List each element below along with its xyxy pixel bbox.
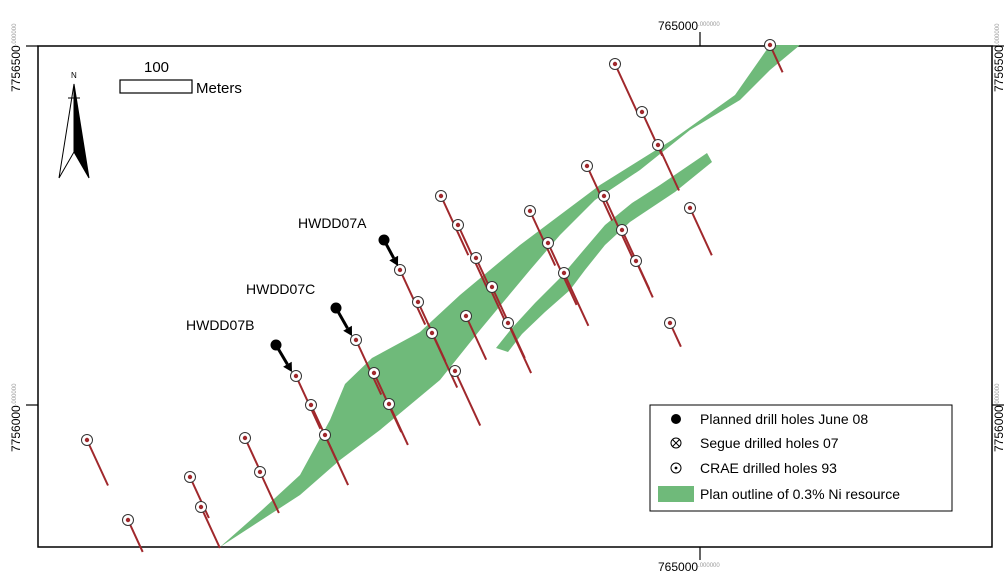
drill-trace [454, 370, 482, 427]
drill-trace [529, 210, 557, 267]
drill-hole-collar-center [429, 330, 435, 336]
drill-hole-collar-center [187, 474, 193, 480]
drill-hole-collar-center [619, 227, 625, 233]
drill-hole-collar-center [561, 270, 567, 276]
drill-hole-collar-center [473, 255, 479, 261]
drill-trace [388, 403, 409, 446]
drill-hole-collar-center [84, 437, 90, 443]
crossed-circle-icon [670, 437, 682, 449]
drill-hole-collar-center [415, 299, 421, 305]
legend-label-crae: CRAE drilled holes 93 [700, 460, 837, 476]
drill-hole-collar-center [687, 205, 693, 211]
drill-hole-collar-center [584, 163, 590, 169]
drill-hole-collar-center [198, 504, 204, 510]
hole-label-hwdd07b: HWDD07B [186, 317, 254, 333]
drill-hole-collar-center [667, 320, 673, 326]
drill-hole-collar-center [371, 370, 377, 376]
drill-trace [200, 506, 221, 549]
drill-trace [399, 269, 427, 326]
northing-label-mid-right: 7756000.000000 [992, 383, 1005, 452]
legend-label-resource: Plan outline of 0.3% Ni resource [700, 486, 900, 502]
drill-hole-collar-center [455, 222, 461, 228]
legend-label-segue: Segue drilled holes 07 [700, 435, 839, 451]
drill-hole-collar-center [397, 267, 403, 273]
easting-label-bottom: 765000.000000 [658, 560, 720, 574]
drill-trace [259, 471, 280, 514]
drill-hole-collar-center [438, 193, 444, 199]
drill-hole-collar-center [386, 401, 392, 407]
north-arrow-icon: N [58, 71, 90, 179]
drill-trace [465, 315, 488, 361]
drill-hole-collar-center [463, 313, 469, 319]
planned-hole-arrow-shaft [382, 239, 396, 259]
arrowhead-icon [283, 361, 292, 372]
resource-main-body [220, 45, 800, 547]
graticule-ticks [26, 32, 1004, 560]
drill-hole-collar-center [767, 42, 773, 48]
drill-trace [657, 144, 680, 191]
drill-trace [189, 476, 210, 519]
planned-hole-hwdd07a [378, 234, 399, 266]
ni-resource-outline [220, 45, 800, 547]
planned-hole-hwdd07b [270, 339, 292, 372]
scale-bar-box [119, 79, 193, 94]
drill-hole-collar-center [601, 193, 607, 199]
arrowhead-icon [389, 255, 399, 266]
legend-label-planned: Planned drill holes June 08 [700, 411, 868, 427]
hole-label-hwdd07a: HWDD07A [298, 215, 367, 231]
drill-trace [324, 434, 350, 486]
legend-box [649, 404, 953, 512]
drill-hole-collar-center [545, 240, 551, 246]
planned-hole-arrow-shaft [274, 344, 289, 366]
drill-hole-collar-center [612, 61, 618, 67]
drill-hole-collar-center [489, 284, 495, 290]
drill-hole-collar-center [293, 373, 299, 379]
drill-hole-collar-center [527, 208, 533, 214]
drill-holes [81, 39, 784, 553]
drill-hole-collar-center [257, 469, 263, 475]
northing-label-mid-left: 7756000.000000 [9, 383, 23, 452]
hole-label-hwdd07c: HWDD07C [246, 281, 315, 297]
planned-hole-hwdd07c [330, 302, 352, 336]
drill-trace [431, 332, 459, 389]
drill-hole-collar-center [452, 368, 458, 374]
drill-hole-collar-center [242, 435, 248, 441]
scale-unit: Meters [196, 80, 242, 97]
resource-east-lobe [496, 153, 712, 352]
arrowhead-icon [343, 325, 352, 336]
planned-holes [270, 234, 399, 372]
drill-trace [635, 260, 654, 298]
drill-hole-collar-center [322, 432, 328, 438]
drill-hole-collar-center [353, 337, 359, 343]
dotted-circle-icon [670, 462, 682, 474]
scale-value: 100 [144, 59, 169, 76]
drill-trace [355, 339, 383, 396]
legend: Planned drill holes June 08 Segue drille… [649, 404, 953, 512]
green-swatch-icon [658, 486, 694, 502]
drill-hole-collar-center [505, 320, 511, 326]
north-label: N [71, 71, 77, 80]
easting-label-top: 765000.000000 [658, 19, 720, 33]
northing-label-top-left: 7756500.000000 [9, 23, 23, 92]
drill-trace [563, 272, 590, 327]
drill-hole-collar-center [639, 109, 645, 115]
drill-trace [689, 207, 713, 256]
drill-trace [614, 63, 640, 115]
northing-label-top-right: 7756500.000000 [992, 23, 1005, 92]
drill-trace [507, 322, 533, 374]
drill-hole-collar-center [655, 142, 661, 148]
drill-hole-collar-center [125, 517, 131, 523]
filled-circle-icon [671, 414, 681, 424]
drill-hole-collar-center [633, 258, 639, 264]
scale-bar: 100 Meters [119, 59, 242, 97]
drill-trace [86, 439, 109, 486]
planned-hole-arrow-shaft [334, 307, 349, 329]
drill-hole-collar-center [308, 402, 314, 408]
